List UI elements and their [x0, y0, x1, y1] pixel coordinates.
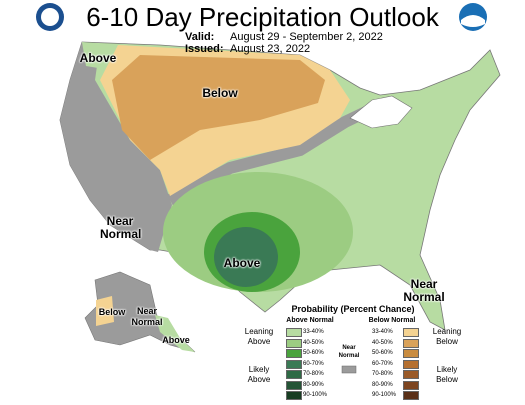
legend-group: Likely Above [247, 365, 271, 384]
region-label: Above [223, 256, 261, 270]
legend-swatch [403, 349, 419, 358]
alaska-above [155, 315, 195, 352]
legend-swatch [403, 338, 419, 348]
below-core [112, 55, 325, 160]
region-label: Below [202, 86, 238, 100]
legend-range: 70-80% [303, 371, 324, 377]
valid-label: Valid: [185, 31, 215, 43]
alaska-below [96, 296, 114, 326]
legend-column: Above Normal [286, 317, 334, 324]
near-normal-swatch [341, 365, 357, 374]
legend-swatch [286, 338, 302, 348]
legend-range: 40-50% [372, 339, 393, 346]
legend-swatch [403, 328, 419, 337]
issued-label: Issued: [185, 43, 224, 55]
legend-swatch [286, 359, 302, 369]
legend-range: 50-60% [303, 350, 324, 356]
issued-date: August 23, 2022 [230, 43, 311, 55]
legend-range: 50-60% [372, 350, 393, 356]
region-label: Above [79, 51, 117, 65]
legend-group: Leaning Below [432, 327, 462, 346]
legend-range: 80-90% [303, 381, 324, 388]
legend-swatch [403, 391, 419, 400]
legend-range: 70-80% [372, 371, 393, 377]
valid-dates: August 29 - September 2, 2022 [230, 31, 383, 43]
region-label: Below [98, 307, 126, 317]
region-label: Near Normal [131, 306, 163, 327]
legend-range: 60-70% [303, 360, 324, 367]
legend-title: Probability (Percent Chance) [291, 304, 415, 314]
legend-swatch [286, 328, 302, 337]
legend-swatch [286, 380, 302, 390]
legend-range: 90-100% [303, 392, 328, 398]
legend-range: 80-90% [372, 381, 393, 388]
doc-logo-inner [41, 8, 59, 26]
above-60-70 [214, 227, 278, 287]
near-normal-west [60, 42, 172, 252]
region-label: Above [162, 335, 190, 345]
legend-range: 90-100% [372, 392, 397, 398]
legend-swatch [286, 349, 302, 358]
legend-group: Likely Below [436, 365, 458, 384]
title: 6-10 Day Precipitation Outlook [86, 2, 439, 32]
legend-swatch [403, 370, 419, 379]
legend-range: 33-40% [303, 329, 324, 335]
legend-swatch [286, 370, 302, 379]
legend-group: Leaning Above [244, 327, 274, 346]
legend-swatch [286, 391, 302, 400]
region-label: Near Normal [403, 277, 445, 304]
legend-range: 60-70% [372, 360, 393, 367]
legend-group: Near Normal [338, 345, 360, 359]
legend-column: Below Normal [368, 317, 416, 324]
noaa-logo-wave [461, 15, 485, 27]
legend-range: 33-40% [372, 329, 393, 335]
great-lakes [349, 95, 413, 129]
legend-range: 40-50% [303, 339, 324, 346]
legend-swatch [403, 359, 419, 369]
region-label: Near Normal [100, 214, 142, 241]
legend-swatch [403, 380, 419, 390]
